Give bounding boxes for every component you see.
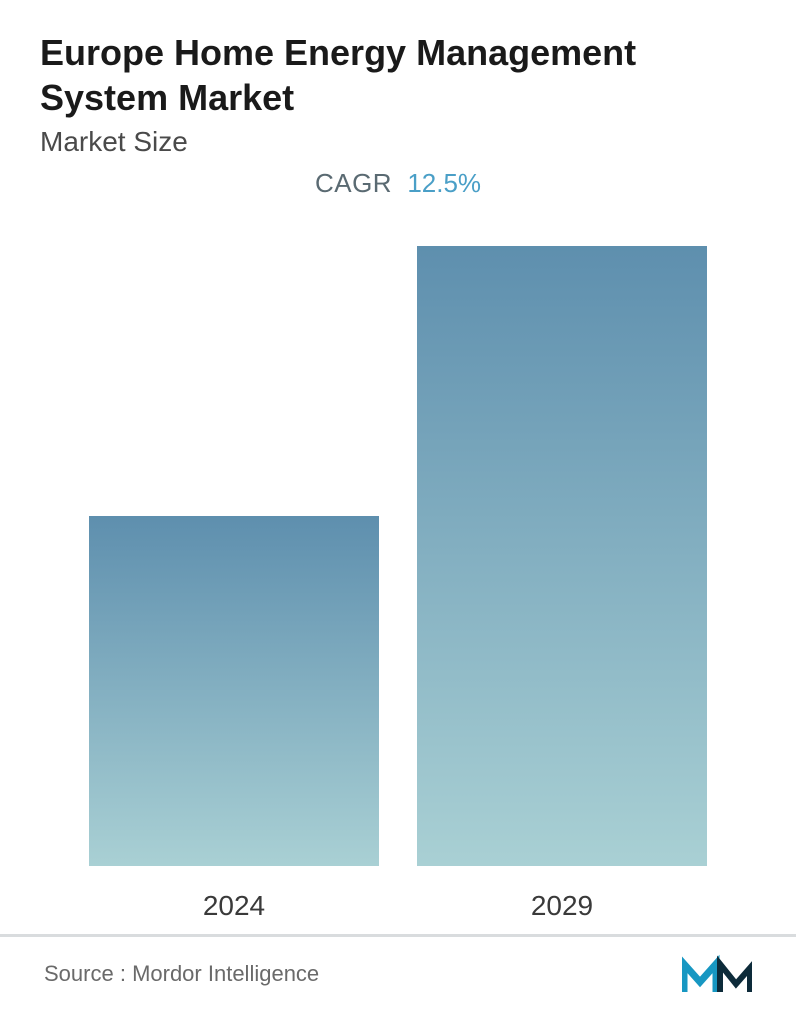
- bar: [89, 516, 379, 866]
- chart-title: Europe Home Energy Management System Mar…: [40, 30, 756, 120]
- chart-plot-area: 2024 2029: [40, 219, 756, 922]
- bar: [417, 246, 707, 866]
- source-name: Mordor Intelligence: [132, 961, 319, 986]
- cagr-value: 12.5%: [407, 168, 481, 198]
- cagr-row: CAGR 12.5%: [40, 168, 756, 199]
- source-text: Source : Mordor Intelligence: [44, 961, 319, 987]
- footer: Source : Mordor Intelligence: [40, 934, 756, 1014]
- mordor-logo-icon: [682, 954, 752, 994]
- bar-block: 2024: [89, 516, 379, 922]
- cagr-label: CAGR: [315, 168, 392, 198]
- chart-subtitle: Market Size: [40, 126, 756, 158]
- source-label: Source :: [44, 961, 126, 986]
- bar-category-label: 2024: [203, 890, 265, 922]
- bar-category-label: 2029: [531, 890, 593, 922]
- bar-block: 2029: [417, 246, 707, 922]
- footer-divider: [0, 934, 796, 937]
